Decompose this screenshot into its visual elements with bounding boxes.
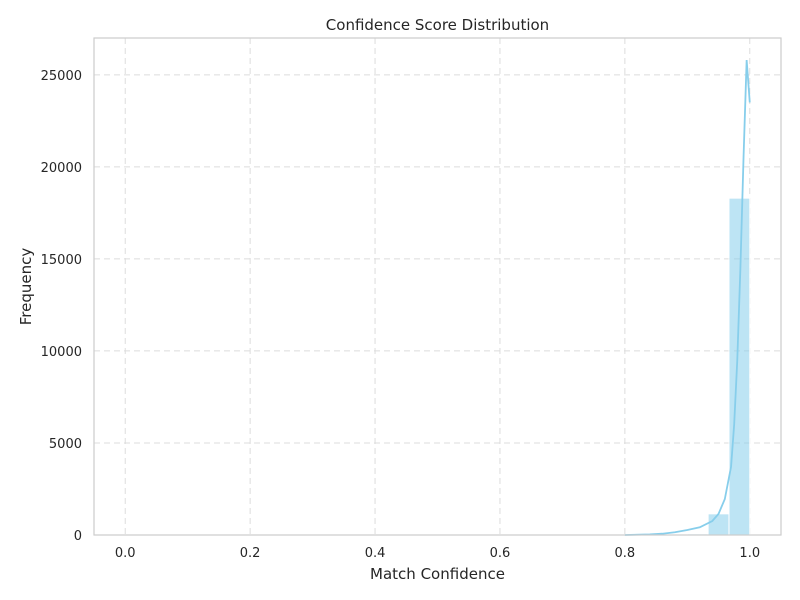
x-axis-label: Match Confidence: [370, 565, 505, 583]
kde-layer: [624, 60, 751, 536]
y-tick-label: 20000: [41, 161, 82, 176]
x-tick-label: 0.8: [615, 546, 636, 561]
grid-layer: [94, 38, 781, 536]
ticks-layer: 0.0 0.2 0.4 0.6 0.8 1.0 0 5000 10000 15000 20000 25…: [41, 69, 760, 561]
y-tick-label: 5000: [49, 437, 82, 452]
x-tick-label: 0.0: [115, 546, 136, 561]
histogram-bar: [728, 197, 751, 536]
x-tick-label: 0.4: [365, 546, 386, 561]
y-tick-label: 25000: [41, 69, 82, 84]
x-tick-label: 0.6: [490, 546, 511, 561]
y-tick-label: 15000: [41, 253, 82, 268]
y-axis-label: Frequency: [17, 248, 35, 326]
x-tick-label: 0.2: [240, 546, 261, 561]
y-tick-label: 10000: [41, 345, 82, 360]
histogram-bar: [707, 513, 730, 536]
chart-title: Confidence Score Distribution: [326, 16, 549, 34]
kde-curve: [624, 60, 751, 536]
plot-frame: [93, 37, 782, 536]
x-tick-label: 1.0: [739, 546, 760, 561]
y-tick-label: 0: [74, 529, 82, 544]
